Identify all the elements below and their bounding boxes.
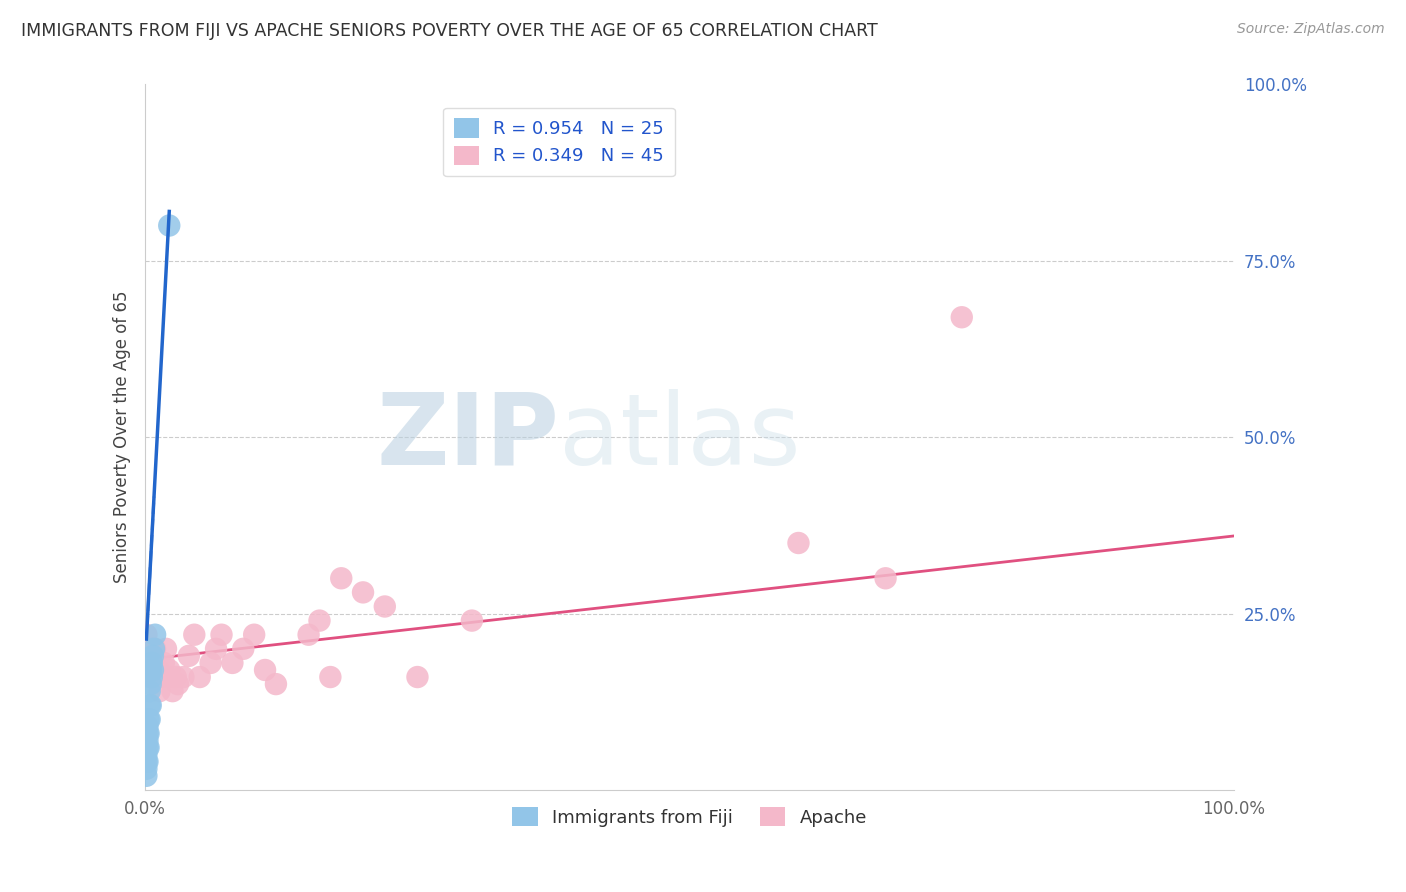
Point [138,740,160,755]
Point [135,762,157,776]
Text: IMMIGRANTS FROM FIJI VS APACHE SENIORS POVERTY OVER THE AGE OF 65 CORRELATION CH: IMMIGRANTS FROM FIJI VS APACHE SENIORS P… [21,22,877,40]
Point [139,698,162,713]
Point [135,747,157,762]
Point [200,656,222,670]
Y-axis label: Seniors Poverty Over the Age of 65: Seniors Poverty Over the Age of 65 [114,291,131,583]
Point [155,641,177,656]
Point [150,670,173,684]
Point [211,628,233,642]
Point [138,684,160,698]
Point [205,641,228,656]
Point [141,670,163,684]
Point [139,677,162,691]
Text: Source: ZipAtlas.com: Source: ZipAtlas.com [1237,22,1385,37]
Point [138,670,160,684]
Point [254,663,277,677]
Point [221,656,243,670]
Point [135,755,157,769]
Point [143,656,166,670]
Point [157,219,180,233]
Point [297,628,319,642]
Point [264,677,287,691]
Point [138,712,160,726]
Point [183,628,205,642]
Point [787,536,810,550]
Point [156,670,179,684]
Point [136,719,159,733]
Point [406,670,429,684]
Point [135,628,157,642]
Point [135,769,157,783]
Point [143,641,166,656]
Point [143,628,166,642]
Point [352,585,374,599]
Legend: Immigrants from Fiji, Apache: Immigrants from Fiji, Apache [505,799,875,834]
Point [142,670,165,684]
Point [172,670,194,684]
Point [153,656,176,670]
Point [875,571,897,585]
Point [461,614,484,628]
Point [243,628,266,642]
Point [136,733,159,747]
Point [167,677,190,691]
Point [138,726,160,740]
Point [308,614,330,628]
Point [136,755,159,769]
Point [136,740,159,755]
Point [136,726,159,740]
Point [148,663,170,677]
Point [142,663,165,677]
Point [319,670,342,684]
Point [177,648,200,663]
Point [142,648,165,663]
Point [135,641,157,656]
Point [162,684,184,698]
Point [141,641,163,656]
Point [138,656,160,670]
Point [330,571,353,585]
Point [188,670,211,684]
Point [139,663,162,677]
Point [134,656,156,670]
Point [138,698,160,713]
Point [950,310,973,325]
Point [138,712,160,726]
Point [232,641,254,656]
Point [138,641,160,656]
Point [148,684,170,698]
Text: ZIP: ZIP [377,389,560,485]
Point [143,641,166,656]
Point [139,656,162,670]
Point [165,670,187,684]
Point [157,663,180,677]
Point [141,656,163,670]
Point [145,670,167,684]
Point [374,599,396,614]
Text: atlas: atlas [560,389,800,485]
